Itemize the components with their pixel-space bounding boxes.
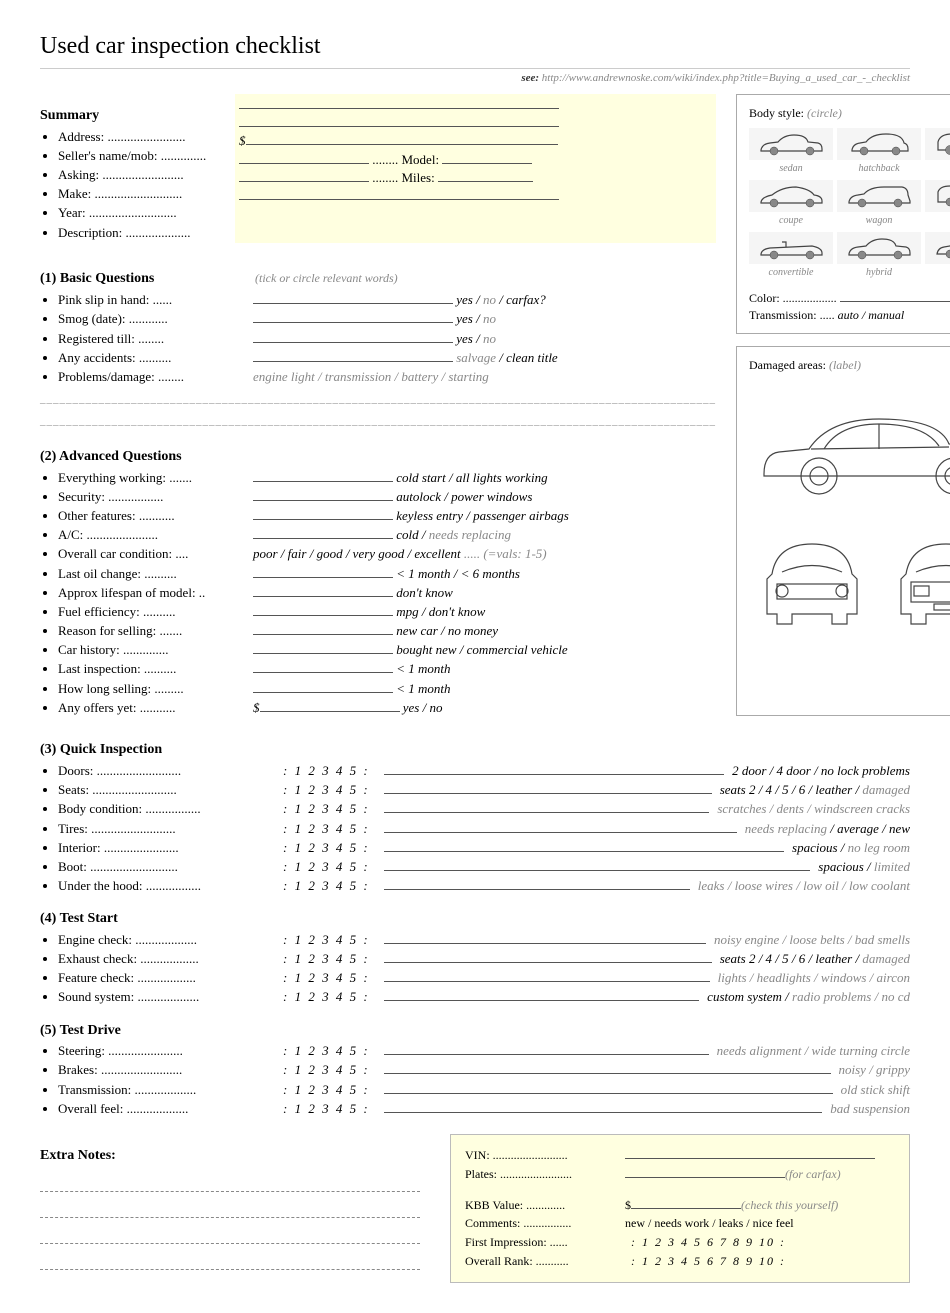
s5-heading: (5) Test Drive bbox=[40, 1021, 910, 1041]
checklist-item: Exhaust check: ..................: 1 2 3… bbox=[58, 950, 910, 968]
s3-heading: (3) Quick Inspection bbox=[40, 740, 910, 760]
checklist-item: Brakes: .........................: 1 2 3… bbox=[58, 1061, 910, 1079]
summary-item: Seller's name/mob: .............. bbox=[58, 147, 235, 165]
checklist-item: Other features: ........... keyless entr… bbox=[58, 507, 716, 525]
body-style-option: van bbox=[925, 180, 950, 228]
checklist-item: Body condition: .................: 1 2 3… bbox=[58, 800, 910, 818]
checklist-item: Feature check: ..................: 1 2 3… bbox=[58, 969, 910, 987]
car-front-diagram bbox=[752, 524, 872, 634]
checklist-item: Steering: .......................: 1 2 3… bbox=[58, 1042, 910, 1060]
checklist-item: A/C: ...................... cold / needs… bbox=[58, 526, 716, 544]
body-style-option: wagon bbox=[837, 180, 921, 228]
body-style-option: SUV bbox=[925, 128, 950, 176]
write-line: ________________________________________… bbox=[40, 392, 716, 407]
notes-line bbox=[40, 1230, 420, 1244]
checklist-item: How long selling: ......... < 1 month bbox=[58, 680, 716, 698]
checklist-item: Boot: ...........................: 1 2 3… bbox=[58, 858, 910, 876]
summary-item: Asking: ......................... bbox=[58, 166, 235, 184]
summary-item: Year: ........................... bbox=[58, 204, 235, 222]
body-style-box: Body style: (circle) sedanhatchbackSUVco… bbox=[736, 94, 950, 334]
write-line: ________________________________________… bbox=[40, 414, 716, 429]
notes-line bbox=[40, 1256, 420, 1270]
s4-heading: (4) Test Start bbox=[40, 909, 910, 929]
damaged-areas-box: Damaged areas: (label) bbox=[736, 346, 950, 716]
checklist-item: Doors: ..........................: 1 2 3… bbox=[58, 762, 910, 780]
checklist-item: Problems/damage: ........engine light / … bbox=[58, 368, 716, 386]
body-style-option: hybrid bbox=[837, 232, 921, 280]
checklist-item: Pink slip in hand: ...... yes / no / car… bbox=[58, 291, 716, 309]
checklist-item: Security: ................. autolock / p… bbox=[58, 488, 716, 506]
checklist-item: Car history: .............. bought new /… bbox=[58, 641, 716, 659]
s1-hint: (tick or circle relevant words) bbox=[255, 270, 398, 287]
checklist-item: Any offers yet: ...........$ yes / no bbox=[58, 699, 716, 717]
checklist-item: Overall feel: ...................: 1 2 3… bbox=[58, 1100, 910, 1118]
checklist-item: Fuel efficiency: .......... mpg / don't … bbox=[58, 603, 716, 621]
checklist-item: Last oil change: .......... < 1 month / … bbox=[58, 565, 716, 583]
checklist-item: Seats: ..........................: 1 2 3… bbox=[58, 781, 910, 799]
summary-item: Description: .................... bbox=[58, 224, 235, 242]
car-rear-diagram bbox=[886, 524, 950, 634]
car-side-diagram bbox=[749, 394, 950, 504]
body-style-option: coupe bbox=[749, 180, 833, 228]
page-title: Used car inspection checklist bbox=[40, 30, 910, 69]
checklist-item: Tires: ..........................: 1 2 3… bbox=[58, 820, 910, 838]
summary-heading: Summary bbox=[40, 106, 235, 126]
checklist-item: Last inspection: .......... < 1 month bbox=[58, 660, 716, 678]
summary-fill-area: $ ........ Model: ........ Miles: bbox=[235, 94, 716, 243]
body-style-option: hatchback bbox=[837, 128, 921, 176]
body-style-option: convertible bbox=[749, 232, 833, 280]
checklist-item: Engine check: ...................: 1 2 3… bbox=[58, 931, 910, 949]
notes-line bbox=[40, 1204, 420, 1218]
see-link: see: http://www.andrewnoske.com/wiki/ind… bbox=[40, 71, 910, 86]
s2-heading: (2) Advanced Questions bbox=[40, 447, 716, 467]
extra-notes-heading: Extra Notes: bbox=[40, 1146, 420, 1166]
summary-section: Summary Address: .......................… bbox=[40, 94, 716, 243]
summary-item: Address: ........................ bbox=[58, 128, 235, 146]
summary-item: Make: ........................... bbox=[58, 185, 235, 203]
checklist-item: Transmission: ...................: 1 2 3… bbox=[58, 1081, 910, 1099]
checklist-item: Approx lifespan of model: .. don't know bbox=[58, 584, 716, 602]
checklist-item: Registered till: ........ yes / no bbox=[58, 330, 716, 348]
body-style-option: sedan bbox=[749, 128, 833, 176]
body-style-option: pickup bbox=[925, 232, 950, 280]
bottom-summary-box: VIN: ......................... Plates: .… bbox=[450, 1134, 910, 1283]
checklist-item: Interior: .......................: 1 2 3… bbox=[58, 839, 910, 857]
s1-heading: (1) Basic Questions bbox=[40, 269, 255, 289]
checklist-item: Under the hood: .................: 1 2 3… bbox=[58, 877, 910, 895]
checklist-item: Any accidents: .......... salvage / clea… bbox=[58, 349, 716, 367]
checklist-item: Everything working: ....... cold start /… bbox=[58, 469, 716, 487]
notes-line bbox=[40, 1178, 420, 1192]
checklist-item: Overall car condition: ....poor / fair /… bbox=[58, 545, 716, 563]
checklist-item: Sound system: ...................: 1 2 3… bbox=[58, 988, 910, 1006]
checklist-item: Reason for selling: ....... new car / no… bbox=[58, 622, 716, 640]
checklist-item: Smog (date): ............ yes / no bbox=[58, 310, 716, 328]
